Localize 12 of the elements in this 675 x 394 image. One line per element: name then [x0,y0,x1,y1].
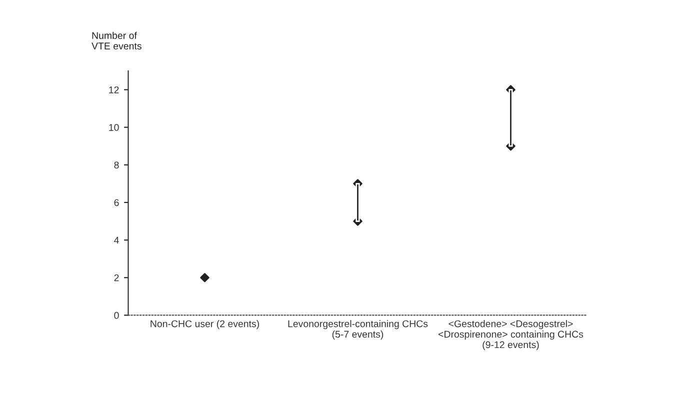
y-tick-label: 2 [114,274,119,282]
x-tick-label: Levonorgestrel-containing CHCs (5-7 events) [288,320,428,340]
x-tick-label: <Gestodene> <Desogestrel> <Drospirenone> containing CHCs (9-12 events) [438,320,584,350]
x-tick-label: Non-CHC user (2 events) [150,320,259,330]
y-tick-label: 8 [114,162,119,168]
y-axis-title: Number of VTE events [92,32,142,50]
y-tick-label: 4 [114,236,119,244]
y-tick-label: 10 [109,124,119,131]
point [200,272,210,282]
y-tick-label: 0 [114,312,119,319]
y-tick-label: 6 [114,199,119,206]
y-tick-label: 12 [109,86,119,94]
